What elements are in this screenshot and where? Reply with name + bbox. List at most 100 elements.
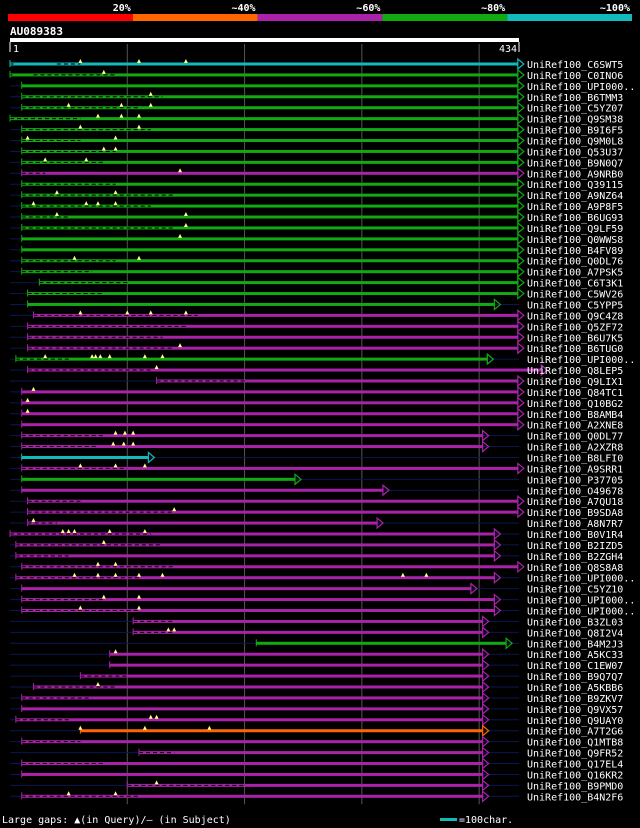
hit-name[interactable]: UniRef100_P37705	[527, 475, 623, 486]
hit-name[interactable]: UniRef100_B8AMB4	[527, 410, 623, 421]
hit-row[interactable]: UniRef100_C5YZ07	[10, 101, 623, 115]
hit-name[interactable]: UniRef100_C0INO6	[527, 71, 623, 82]
hit-name[interactable]: UniRef100_A9P8F5	[527, 202, 623, 213]
hit-row[interactable]: UniRef100_A9P8F5	[10, 199, 623, 213]
hit-name[interactable]: UniRef100_C5WV26	[527, 290, 623, 301]
hit-row[interactable]: UniRef100_Q9C4Z8	[10, 309, 623, 322]
hit-name[interactable]: UniRef100_Q9M0L8	[527, 137, 623, 148]
hit-name[interactable]: UniRef100_Q9FR52	[527, 749, 623, 760]
hit-row[interactable]: UniRef100_Q8LEP5	[10, 363, 623, 377]
hit-row[interactable]: UniRef100_A7PSK5	[10, 265, 623, 279]
hit-row[interactable]: UniRef100_UPI000..	[10, 604, 635, 618]
hit-name[interactable]: UniRef100_A7T2G6	[527, 727, 623, 738]
hit-row[interactable]: UniRef100_A2XZR8	[10, 440, 623, 454]
hit-row[interactable]: UniRef100_Q16KR2	[10, 768, 623, 781]
hit-row[interactable]: UniRef100_B9ZKV7	[10, 691, 623, 705]
hit-row[interactable]: UniRef100_Q9VX57	[10, 702, 623, 716]
hit-name[interactable]: UniRef100_Q9VX57	[527, 705, 623, 716]
hit-row[interactable]: UniRef100_B9PMD0	[10, 779, 623, 792]
hit-name[interactable]: UniRef100_C6T3K1	[527, 279, 623, 290]
hit-row[interactable]: UniRef100_C5YZ10	[10, 582, 623, 596]
hit-name[interactable]: UniRef100_B9N0Q7	[527, 158, 623, 169]
hit-row[interactable]: UniRef100_B2ZGH4	[10, 549, 623, 563]
hit-name[interactable]: UniRef100_Q8LEP5	[527, 366, 623, 377]
hit-name[interactable]: UniRef100_UPI000..	[527, 82, 635, 93]
hit-row[interactable]: UniRef100_C6SWT5	[9, 57, 623, 71]
hit-name[interactable]: UniRef100_UPI000..	[527, 355, 635, 366]
hit-row[interactable]: UniRef100_A2XNE8	[10, 418, 623, 432]
hit-row[interactable]: UniRef100_A7QU18	[10, 494, 623, 508]
hit-name[interactable]: UniRef100_B6TUG0	[527, 344, 623, 355]
hit-row[interactable]: UniRef100_B0V1R4	[9, 527, 623, 541]
hit-row[interactable]: UniRef100_Q0DL77	[10, 429, 623, 443]
hit-row[interactable]: UniRef100_C0INO6	[9, 68, 623, 82]
hit-row[interactable]: UniRef100_B9SDA8	[10, 505, 623, 519]
hit-row[interactable]: UniRef100_Q5ZF72	[10, 320, 623, 333]
hit-row[interactable]: UniRef100_Q39115	[10, 177, 623, 191]
hit-name[interactable]: UniRef100_A7QU18	[527, 497, 623, 508]
hit-row[interactable]: UniRef100_Q9M0L8	[10, 134, 623, 148]
hit-row[interactable]: UniRef100_B9I6F5	[10, 123, 623, 137]
hit-name[interactable]: UniRef100_Q9LIX1	[527, 377, 623, 388]
hit-name[interactable]: UniRef100_A9NRB0	[527, 169, 623, 180]
hit-name[interactable]: UniRef100_C5YZ10	[527, 585, 623, 596]
hit-name[interactable]: UniRef100_Q9UAY0	[527, 716, 623, 727]
hit-name[interactable]: UniRef100_B6UG93	[527, 213, 623, 224]
hit-row[interactable]: UniRef100_A9SRR1	[10, 462, 623, 475]
hit-name[interactable]: UniRef100_A9NZ64	[527, 191, 623, 202]
hit-row[interactable]: UniRef100_Q9LIX1	[10, 374, 623, 388]
hit-name[interactable]: UniRef100_Q1MTB8	[527, 738, 623, 749]
hit-name[interactable]: UniRef100_B4N2F6	[527, 792, 623, 803]
hit-row[interactable]: UniRef100_C5WV26	[10, 287, 623, 301]
hit-row[interactable]: UniRef100_Q9FR52	[10, 746, 623, 760]
hit-name[interactable]: UniRef100_B9SDA8	[527, 508, 623, 519]
hit-name[interactable]: UniRef100_A7PSK5	[527, 268, 623, 279]
hit-row[interactable]: UniRef100_B6TMM3	[10, 90, 623, 104]
hit-row[interactable]: UniRef100_P37705	[10, 473, 623, 486]
hit-name[interactable]: UniRef100_Q53U37	[527, 147, 623, 158]
hit-row[interactable]: UniRef100_Q0WWS8	[10, 232, 623, 246]
hit-name[interactable]: UniRef100_B4FV89	[527, 246, 623, 257]
hit-row[interactable]: UniRef100_Q9LF59	[10, 221, 623, 235]
hit-name[interactable]: UniRef100_Q9SM38	[527, 115, 623, 126]
hit-row[interactable]: UniRef100_Q17EL4	[10, 757, 623, 771]
hit-name[interactable]: UniRef100_Q0DL76	[527, 257, 623, 268]
hit-row[interactable]: UniRef100_A5KC33	[10, 647, 623, 661]
hit-name[interactable]: UniRef100_Q9C4Z8	[527, 311, 623, 322]
hit-row[interactable]: UniRef100_B9N0Q7	[10, 156, 623, 169]
hit-name[interactable]: UniRef100_B6U7K5	[527, 333, 623, 344]
hit-row[interactable]: UniRef100_C5YPP5	[10, 298, 623, 311]
hit-name[interactable]: UniRef100_A8N7R7	[527, 519, 623, 530]
hit-row[interactable]: UniRef100_UPI000..	[10, 593, 635, 607]
hit-name[interactable]: UniRef100_B8LFI0	[527, 453, 623, 464]
hit-row[interactable]: UniRef100_B8AMB4	[10, 407, 623, 421]
hit-name[interactable]: UniRef100_B9ZKV7	[527, 694, 623, 705]
hit-row[interactable]: UniRef100_UPI000..	[10, 571, 635, 585]
hit-name[interactable]: UniRef100_B0V1R4	[527, 530, 623, 541]
hit-row[interactable]: UniRef100_B3ZL03	[10, 615, 623, 628]
hit-row[interactable]: UniRef100_Q8I2V4	[10, 626, 623, 639]
hit-row[interactable]: UniRef100_B4N2F6	[10, 790, 623, 803]
hit-name[interactable]: UniRef100_UPI000..	[527, 574, 635, 585]
hit-row[interactable]: UniRef100_B6UG93	[10, 210, 623, 224]
hit-name[interactable]: UniRef100_Q10BG2	[527, 399, 623, 410]
hit-row[interactable]: UniRef100_Q0DL76	[10, 254, 623, 268]
hit-row[interactable]: UniRef100_A9NRB0	[10, 167, 623, 180]
hit-row[interactable]: UniRef100_B8LFI0	[10, 451, 623, 464]
hit-name[interactable]: UniRef100_Q16KR2	[527, 770, 623, 781]
hit-name[interactable]: UniRef100_B2IZD5	[527, 541, 623, 552]
hit-name[interactable]: UniRef100_Q0DL77	[527, 432, 623, 443]
hit-name[interactable]: UniRef100_A5KC33	[527, 650, 623, 661]
hit-name[interactable]: UniRef100_Q0WWS8	[527, 235, 623, 246]
hit-name[interactable]: UniRef100_B4M2J3	[527, 639, 623, 650]
hit-row[interactable]: UniRef100_A9NZ64	[10, 188, 623, 202]
hit-name[interactable]: UniRef100_B9PMD0	[527, 781, 623, 792]
hit-row[interactable]: UniRef100_B9Q7Q7	[10, 669, 623, 683]
hit-name[interactable]: UniRef100_Q9LF59	[527, 224, 623, 235]
hit-name[interactable]: UniRef100_Q8S8A8	[527, 563, 623, 574]
hit-name[interactable]: UniRef100_Q39115	[527, 180, 623, 191]
hit-name[interactable]: UniRef100_C1EW07	[527, 661, 623, 672]
hit-name[interactable]: UniRef100_O49678	[527, 486, 623, 497]
hit-row[interactable]: UniRef100_Q8S8A8	[10, 560, 623, 574]
hit-row[interactable]: UniRef100_O49678	[10, 483, 623, 497]
